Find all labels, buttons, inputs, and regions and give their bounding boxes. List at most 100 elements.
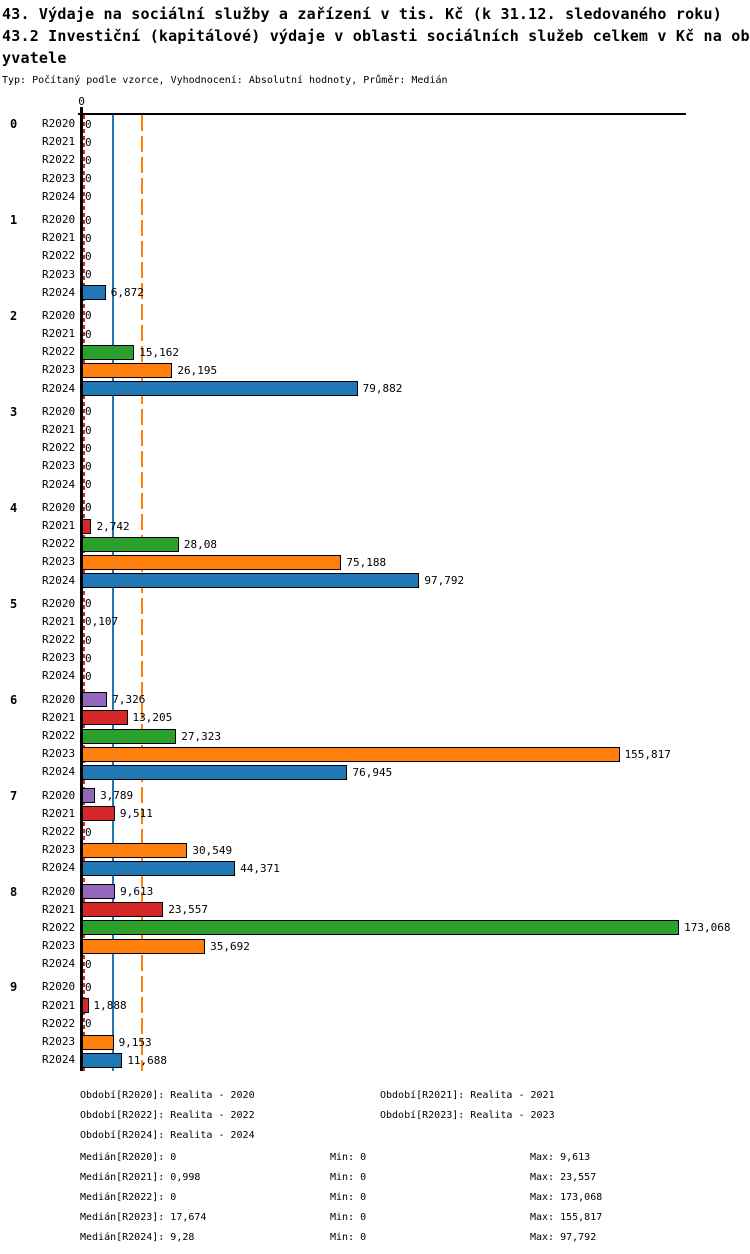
series-row-label: R2020 xyxy=(42,692,76,706)
group-label: 2 xyxy=(10,308,18,323)
bar-group-5: 5 R2020 0 R2021 0,107 R2022 0 R2023 0 R2024 0 xyxy=(0,595,750,686)
bar-group-7: 7 R2020 3,789 R2021 9,511 R2022 0 R2023 30,549 R2… xyxy=(0,787,750,878)
group-label: 4 xyxy=(10,500,18,515)
bar-row-7-r2023: R2023 30,549 xyxy=(0,841,750,859)
bar-row-6-r2024: R2024 76,945 xyxy=(0,763,750,781)
bar-r2022 xyxy=(82,920,680,936)
bar-value-label: 3,789 xyxy=(100,789,134,803)
bar-r2021 xyxy=(82,902,164,918)
series-row-label: R2024 xyxy=(42,381,76,395)
bar-row-4-r2020: R2020 0 xyxy=(0,499,750,517)
bar-r2024 xyxy=(82,1052,123,1068)
bar-r2024 xyxy=(82,573,420,589)
bar-value-label: 0 xyxy=(85,501,92,515)
series-row-label: R2023 xyxy=(42,1035,76,1048)
median-line-r2024 xyxy=(112,115,115,1071)
bar-row-3-r2023: R2023 0 xyxy=(0,457,750,475)
series-row-label: R2020 xyxy=(42,788,76,802)
bar-r2024 xyxy=(82,285,106,301)
series-row-label: R2024 xyxy=(42,1053,76,1067)
legend-max-3: Max: 155,817 xyxy=(530,1212,603,1223)
bar-value-label: 0 xyxy=(85,172,92,186)
bar-value-label: 0 xyxy=(85,190,92,204)
bar-row-8-r2022: R2022 173,068 xyxy=(0,919,750,937)
legend-min-3: Min: 0 xyxy=(330,1212,367,1223)
bar-group-4: 4 R2020 0 R2021 2,742 R2022 28,08 R2023 75,188 R2… xyxy=(0,499,750,590)
bar-r2023 xyxy=(82,938,206,954)
bar-value-label: 75,188 xyxy=(346,555,387,569)
bar-groups: 0 R2020 0 R2021 0 R2022 0 R2023 0 R2024 0 1 R2020 0 R2… xyxy=(0,115,750,1074)
bar-value-label: 28,08 xyxy=(183,537,217,551)
bar-group-1: 1 R2020 0 R2021 0 R2022 0 R2023 0 R2024 6,872 xyxy=(0,211,750,302)
bar-group-0: 0 R2020 0 R2021 0 R2022 0 R2023 0 R2024 0 xyxy=(0,115,750,206)
series-row-label: R2020 xyxy=(42,212,76,226)
bar-value-label: 9,153 xyxy=(118,1035,152,1049)
bar-value-label: 76,945 xyxy=(352,765,393,779)
bar-group-3: 3 R2020 0 R2021 0 R2022 0 R2023 0 R2024 0 xyxy=(0,403,750,494)
bar-group-6: 6 R2020 7,326 R2021 13,205 R2022 27,323 R2023 15… xyxy=(0,691,750,782)
bar-value-label: 0 xyxy=(85,231,92,245)
bar-value-label: 0 xyxy=(85,957,92,971)
bar-value-label: 79,882 xyxy=(362,382,403,396)
group-label: 1 xyxy=(10,212,18,227)
legend-min-0: Min: 0 xyxy=(330,1152,367,1163)
bar-row-5-r2023: R2023 0 xyxy=(0,649,750,667)
bar-row-6-r2023: R2023 155,817 xyxy=(0,745,750,763)
bar-row-0-r2021: R2021 0 xyxy=(0,133,750,151)
series-row-label: R2022 xyxy=(42,633,76,647)
bar-row-9-r2021: R2021 1,888 xyxy=(0,997,750,1015)
bar-row-4-r2023: R2023 75,188 xyxy=(0,553,750,571)
bar-value-label: 13,205 xyxy=(132,711,173,725)
bar-row-2-r2020: R2020 0 xyxy=(0,307,750,325)
bar-row-2-r2021: R2021 0 xyxy=(0,325,750,343)
group-label: 0 xyxy=(10,117,18,131)
bar-value-label: 0 xyxy=(85,423,92,437)
bar-value-label: 44,371 xyxy=(240,861,280,875)
bar-value-label: 0 xyxy=(85,459,92,473)
series-row-label: R2024 xyxy=(42,573,76,587)
bar-value-label: 27,323 xyxy=(181,729,221,743)
series-row-label: R2024 xyxy=(42,285,76,299)
bar-row-5-r2020: R2020 0 xyxy=(0,595,750,613)
group-label: 7 xyxy=(10,788,18,803)
chart-meta: Typ: Počítaný podle vzorce, Vyhodnocení:… xyxy=(2,75,448,86)
bar-group-9: 9 R2020 0 R2021 1,888 R2022 0 R2023 9,153 R2024 11… xyxy=(0,978,750,1069)
bar-r2021 xyxy=(82,998,89,1014)
bar-row-1-r2024: R2024 6,872 xyxy=(0,284,750,302)
series-row-label: R2021 xyxy=(42,135,76,149)
series-row-label: R2020 xyxy=(42,404,76,418)
legend-min-4: Min: 0 xyxy=(330,1232,367,1243)
y-axis-line xyxy=(80,113,83,1071)
bar-value-label: 0 xyxy=(85,478,92,492)
bar-r2020 xyxy=(82,788,96,804)
series-row-label: R2024 xyxy=(42,477,76,491)
series-row-label: R2023 xyxy=(42,939,76,953)
bar-row-7-r2021: R2021 9,511 xyxy=(0,805,750,823)
legend-median-1: Medián[R2021]: 0,998 xyxy=(80,1172,201,1183)
bar-r2024 xyxy=(82,860,236,876)
bar-value-label: 0 xyxy=(85,153,92,167)
series-row-label: R2021 xyxy=(42,614,76,628)
series-row-label: R2020 xyxy=(42,117,76,130)
bar-row-0-r2022: R2022 0 xyxy=(0,151,750,169)
bar-value-label: 9,511 xyxy=(119,807,153,821)
bar-r2022 xyxy=(82,344,135,360)
series-row-label: R2024 xyxy=(42,957,76,971)
bar-row-0-r2024: R2024 0 xyxy=(0,188,750,206)
bar-row-4-r2024: R2024 97,792 xyxy=(0,572,750,590)
bar-row-5-r2024: R2024 0 xyxy=(0,667,750,685)
series-row-label: R2022 xyxy=(42,824,76,838)
series-row-label: R2021 xyxy=(42,231,76,245)
bar-row-4-r2022: R2022 28,08 xyxy=(0,535,750,553)
bar-row-1-r2022: R2022 0 xyxy=(0,247,750,265)
series-row-label: R2024 xyxy=(42,765,76,779)
bar-value-label: 0 xyxy=(85,327,92,341)
series-row-label: R2023 xyxy=(42,747,76,761)
series-row-label: R2020 xyxy=(42,596,76,610)
bar-row-2-r2024: R2024 79,882 xyxy=(0,380,750,398)
series-row-label: R2020 xyxy=(42,500,76,514)
legend-period-2: Období[R2022]: Realita - 2022 xyxy=(80,1110,255,1121)
legend-median-4: Medián[R2024]: 9,28 xyxy=(80,1232,195,1243)
bar-value-label: 0 xyxy=(85,309,92,323)
x-axis-zero-tick-label: 0 xyxy=(78,95,85,108)
